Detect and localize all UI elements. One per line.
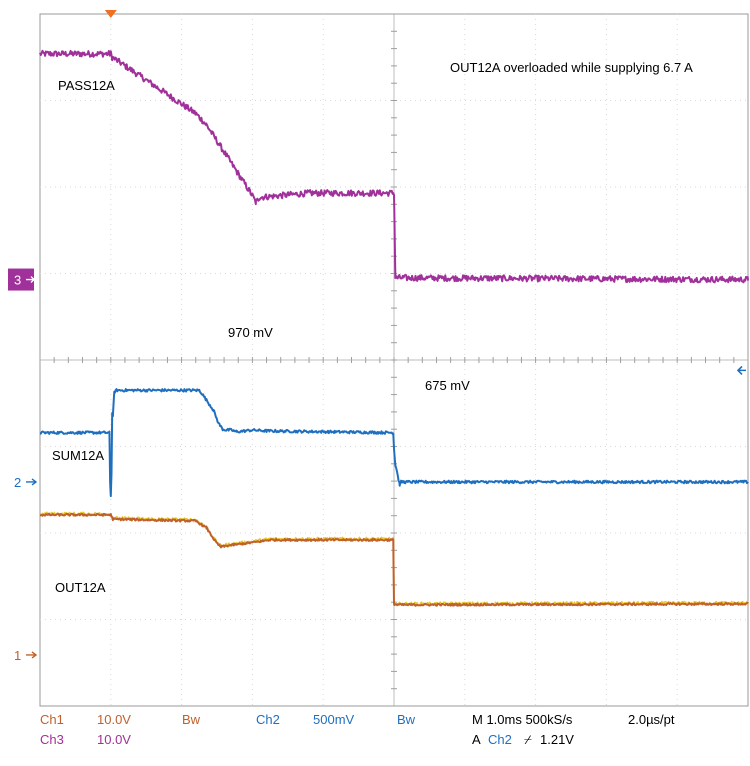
trace-label-pass12a: PASS12A — [58, 78, 115, 93]
channel-1-marker-label: 1 — [14, 648, 21, 663]
readout-resolution: 2.0µs/pt — [628, 712, 675, 727]
trigger-position-icon — [104, 10, 117, 18]
graticule — [39, 13, 749, 707]
channel-3-marker-label: 3 — [14, 273, 21, 288]
channel-markers: 3 2 1 — [8, 10, 746, 663]
trace-sum12a — [39, 388, 749, 498]
readout-trigger-slope: ⌿ — [524, 732, 532, 747]
trace-label-sum12a: SUM12A — [52, 448, 104, 463]
readout-ch1-scale: 10.0V — [97, 712, 131, 727]
trace-label-out12a: OUT12A — [55, 580, 106, 595]
readout-panel: Ch1 10.0V Bw Ch2 500mV Bw M 1.0ms 500kS/… — [40, 712, 675, 747]
readout-trigger-value: 1.21V — [540, 732, 574, 747]
readout-bw-b: Bw — [397, 712, 416, 727]
channel-3-marker-bg — [8, 268, 34, 291]
arrow-right-icon — [26, 651, 38, 659]
readout-ch3-scale: 10.0V — [97, 732, 131, 747]
annotation-970mv: 970 mV — [228, 325, 273, 340]
trace-out12a — [39, 512, 749, 607]
readout-bw-a: Bw — [182, 712, 201, 727]
readout-trigger-channel: Ch2 — [488, 732, 512, 747]
trigger-level-icon — [736, 365, 746, 375]
readout-ch3-label: Ch3 — [40, 732, 64, 747]
traces — [39, 49, 749, 607]
trace-pass12a — [39, 49, 749, 284]
readout-ch2-label: Ch2 — [256, 712, 280, 727]
header-annotation: OUT12A overloaded while supplying 6.7 A — [450, 60, 693, 75]
readout-trigger-prefix: A — [472, 732, 481, 747]
arrow-right-icon — [26, 478, 38, 486]
readout-ch2-scale: 500mV — [313, 712, 355, 727]
arrow-right-icon — [26, 276, 35, 284]
channel-2-marker-label: 2 — [14, 475, 21, 490]
readout-ch1-label: Ch1 — [40, 712, 64, 727]
annotation-675mv: 675 mV — [425, 378, 470, 393]
readout-timebase: M 1.0ms 500kS/s — [472, 712, 573, 727]
